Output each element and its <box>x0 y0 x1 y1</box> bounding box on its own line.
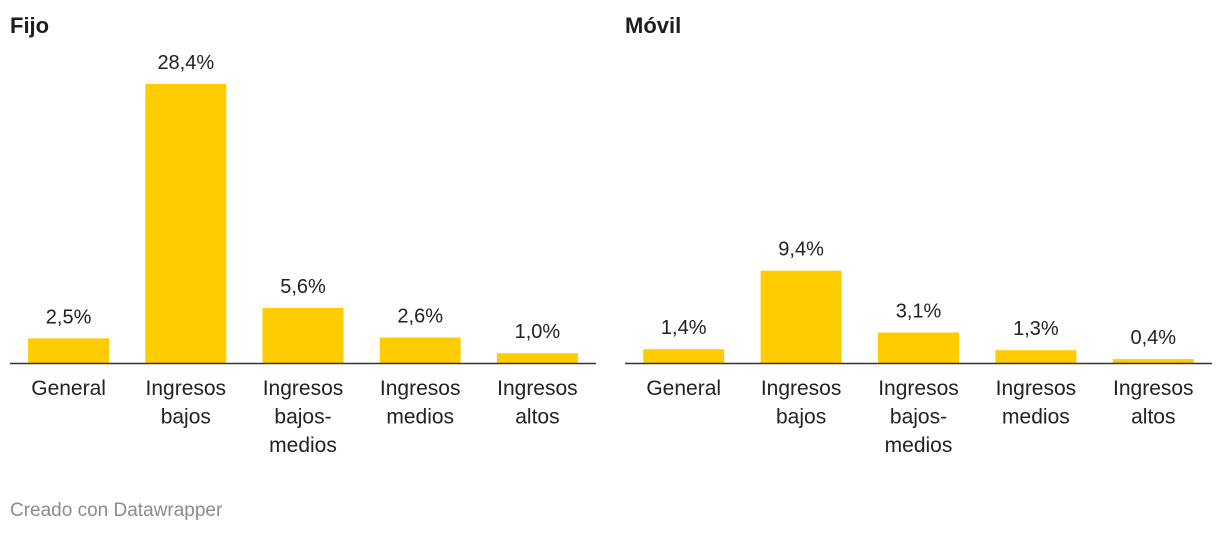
chart-panel-0: Fijo 2,5% General 28,4% Ingresos bajos 5,6% Ing… <box>10 13 596 457</box>
bar <box>145 84 227 363</box>
value-label: 2,6% <box>397 306 443 328</box>
value-label: 1,4% <box>661 317 707 339</box>
category-label: Ingresos medios <box>380 377 461 429</box>
category-label-line: altos <box>1131 406 1175 429</box>
bar <box>878 332 959 363</box>
category-label-line: Ingresos <box>1113 377 1194 400</box>
category-label: Ingresos altos <box>497 377 578 429</box>
value-label: 0,4% <box>1131 327 1177 349</box>
category-label-line: altos <box>515 406 559 429</box>
bar <box>28 338 110 363</box>
category-label-line: medios <box>269 434 337 457</box>
category-label-line: Ingresos <box>996 377 1077 400</box>
bar <box>262 308 344 363</box>
category-label-line: bajos- <box>274 406 331 429</box>
category-label-line: bajos- <box>890 406 947 429</box>
chart-panel-1: Móvil 1,4% General 9,4% Ingresos bajos 3,1% Ing… <box>625 13 1212 457</box>
value-label: 9,4% <box>778 239 824 261</box>
category-label-line: General <box>31 377 106 400</box>
category-label: General <box>646 377 721 400</box>
category-label: Ingresos bajos-medios <box>263 377 344 457</box>
footer-credit: Creado con Datawrapper <box>10 500 223 521</box>
bar <box>496 353 578 363</box>
value-label: 5,6% <box>280 276 326 298</box>
chart-title: Móvil <box>625 13 681 38</box>
value-label: 2,5% <box>46 306 92 328</box>
category-label-line: Ingresos <box>380 377 461 400</box>
category-label-line: medios <box>1002 406 1070 429</box>
bar <box>379 337 461 363</box>
value-label: 1,0% <box>515 321 561 343</box>
category-label-line: Ingresos <box>761 377 842 400</box>
value-label: 3,1% <box>896 301 942 323</box>
category-label-line: General <box>646 377 721 400</box>
category-label-line: Ingresos <box>497 377 578 400</box>
category-label-line: medios <box>885 434 953 457</box>
bar <box>760 270 842 363</box>
chart-title: Fijo <box>10 13 49 38</box>
category-label-line: bajos <box>776 406 826 429</box>
category-label: Ingresos bajos <box>761 377 842 429</box>
category-label-line: medios <box>386 406 454 429</box>
bar <box>1112 359 1194 363</box>
category-label-line: Ingresos <box>263 377 344 400</box>
bar <box>995 350 1077 363</box>
category-label-line: Ingresos <box>146 377 227 400</box>
category-label: Ingresos bajos <box>146 377 227 429</box>
category-label-line: bajos <box>161 406 211 429</box>
charts-container: Fijo 2,5% General 28,4% Ingresos bajos 5,6% Ing… <box>10 13 1212 457</box>
category-label: Ingresos medios <box>996 377 1077 429</box>
category-label: Ingresos altos <box>1113 377 1194 429</box>
value-label: 28,4% <box>157 52 214 74</box>
value-label: 1,3% <box>1013 318 1059 340</box>
category-label: General <box>31 377 106 400</box>
category-label: Ingresos bajos-medios <box>878 377 959 457</box>
category-label-line: Ingresos <box>878 377 959 400</box>
bar <box>643 349 725 363</box>
